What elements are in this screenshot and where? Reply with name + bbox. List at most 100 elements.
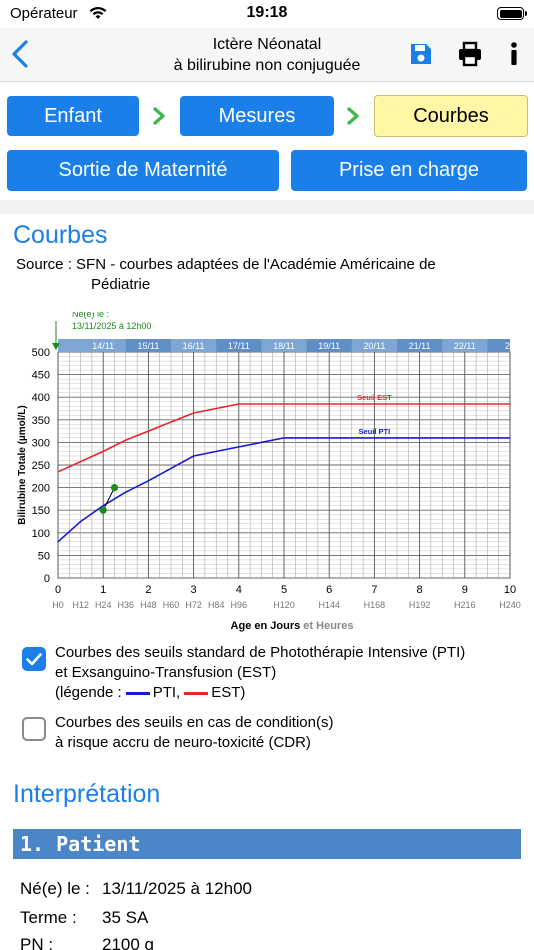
date-tick-label: 15/11 — [137, 341, 159, 351]
step-courbes-button[interactable]: Courbes — [374, 95, 528, 137]
x-hour-label: H84 — [208, 600, 225, 610]
x-day-label: 8 — [417, 584, 423, 596]
legend-prefix: (légende : — [55, 684, 122, 701]
checkbox-unchecked-icon[interactable] — [22, 717, 46, 741]
legend-est-label: EST) — [211, 684, 246, 701]
series-label: Seuil PTI — [359, 427, 391, 436]
x-day-label: 2 — [145, 584, 151, 596]
source-text: Source : SFN - courbes adaptées de l'Aca… — [16, 255, 496, 295]
status-bar: Opérateur 19:18 — [0, 0, 534, 28]
step-mesures-button[interactable]: Mesures — [180, 96, 334, 136]
date-band-cell — [397, 339, 443, 352]
neuro-toxicity-label: Courbes des seuils en cas de condition(s… — [55, 713, 525, 753]
x-day-label: 1 — [100, 584, 106, 596]
date-tick-label: 14/11 — [92, 341, 114, 351]
sortie-maternite-button[interactable]: Sortie de Maternité — [7, 150, 279, 191]
term-key: Terme : — [20, 908, 77, 927]
print-icon[interactable] — [456, 40, 484, 68]
save-icon[interactable] — [407, 40, 435, 68]
y-tick-label: 400 — [32, 392, 50, 404]
section-separator — [0, 200, 534, 214]
date-tick-label: 20/11 — [363, 341, 385, 351]
x-hour-label: H0 — [52, 600, 64, 610]
x-hour-label: H144 — [318, 600, 340, 610]
x-hour-label: H48 — [140, 600, 157, 610]
legend-pti-swatch — [125, 691, 150, 695]
x-day-label: 6 — [326, 584, 332, 596]
back-chevron-icon[interactable] — [8, 38, 34, 70]
series-label: Seuil EST — [357, 393, 392, 402]
date-tick-label: 22/11 — [454, 341, 476, 351]
legend-pti-label: PTI, — [152, 684, 181, 701]
x-hour-label: H192 — [409, 600, 431, 610]
y-tick-label: 500 — [32, 347, 50, 359]
y-tick-label: 450 — [32, 370, 50, 382]
x-day-label: 4 — [236, 584, 242, 596]
birth-date-row: Né(e) le : 13/11/2025 à 12h00 — [20, 879, 252, 899]
legend-line: (légende : PTI, EST) — [55, 683, 525, 703]
prise-en-charge-button[interactable]: Prise en charge — [291, 150, 527, 191]
y-tick-label: 250 — [32, 460, 50, 472]
title-line-2: à bilirubine non conjuguée — [173, 57, 361, 74]
date-tick-label: 18/11 — [273, 341, 295, 351]
page-title: Ictère Néonatal à bilirubine non conjugu… — [140, 34, 394, 76]
series-line-est — [57, 403, 510, 473]
patient-section-header: 1. Patient — [13, 829, 521, 859]
x-hour-label: H72 — [185, 600, 202, 610]
measure-point — [110, 484, 119, 492]
navigation-bar: Ictère Néonatal à bilirubine non conjugu… — [0, 28, 534, 82]
interpretation-heading: Interprétation — [13, 780, 161, 808]
x-day-label: 7 — [371, 584, 377, 596]
date-band-cell — [125, 339, 171, 352]
birth-weight-key: PN : — [20, 935, 54, 950]
courbes-heading: Courbes — [13, 221, 108, 249]
battery-icon — [497, 7, 527, 20]
standard-thresholds-option[interactable]: Courbes des seuils standard de Photothér… — [22, 643, 522, 703]
standard-thresholds-label: Courbes des seuils standard de Photothér… — [55, 643, 525, 703]
y-tick-label: 200 — [32, 483, 50, 495]
date-tick-label: 19/11 — [318, 341, 340, 351]
x-axis-title: Age en Jours et Heures — [231, 620, 354, 632]
x-hour-label: H60 — [163, 600, 180, 610]
x-day-label: 0 — [55, 584, 61, 596]
birth-marker-arrow — [52, 343, 60, 350]
date-band-cell — [216, 339, 262, 352]
birth-label-line-2: 13/11/2025 à 12h00 — [72, 321, 151, 331]
neuro-toxicity-option[interactable]: Courbes des seuils en cas de condition(s… — [22, 713, 522, 755]
birth-label-line-1: Né(e) le : — [72, 312, 109, 319]
measure-point — [99, 506, 107, 514]
date-tick-label: 17/11 — [228, 341, 250, 351]
x-hour-label: H36 — [118, 600, 135, 610]
chevron-right-icon — [153, 107, 165, 125]
source-line-2: Pédiatrie — [91, 276, 151, 293]
step-enfant-button[interactable]: Enfant — [7, 96, 139, 136]
date-band-cell — [306, 339, 352, 352]
checkbox-checked-icon[interactable] — [22, 647, 46, 671]
option-1-line-1: Courbes des seuils standard de Photothér… — [55, 644, 466, 661]
info-icon[interactable] — [502, 40, 526, 68]
x-hour-label: H168 — [364, 600, 386, 610]
y-tick-label: 150 — [32, 505, 50, 517]
date-tick-label: 23 — [505, 341, 515, 351]
x-day-label: 10 — [504, 584, 516, 596]
x-hour-label: H96 — [231, 600, 248, 610]
x-hour-label: H24 — [95, 600, 112, 610]
term-value: 35 SA — [102, 908, 149, 927]
y-tick-label: 300 — [32, 437, 50, 449]
y-tick-label: 350 — [32, 415, 50, 427]
bilirubin-chart: 14/11 15/11 16/11 17/11 18/11 19/11 20/11 21/11… — [17, 312, 521, 632]
y-tick-label: 0 — [44, 573, 50, 585]
x-hour-label: H12 — [72, 600, 89, 610]
date-band-cell — [487, 339, 510, 352]
x-hour-label: H216 — [454, 600, 476, 610]
option-2-line-1: Courbes des seuils en cas de condition(s… — [55, 714, 334, 731]
y-tick-label: 100 — [32, 528, 50, 540]
clock: 19:18 — [246, 4, 288, 21]
birth-weight-row: PN : 2100 g — [20, 935, 154, 950]
title-line-1: Ictère Néonatal — [212, 36, 322, 53]
x-day-label: 5 — [281, 584, 287, 596]
x-hour-label: H240 — [499, 600, 521, 610]
date-tick-label: 16/11 — [183, 341, 205, 351]
x-hour-label: H120 — [273, 600, 295, 610]
birth-weight-value: 2100 g — [102, 935, 154, 950]
